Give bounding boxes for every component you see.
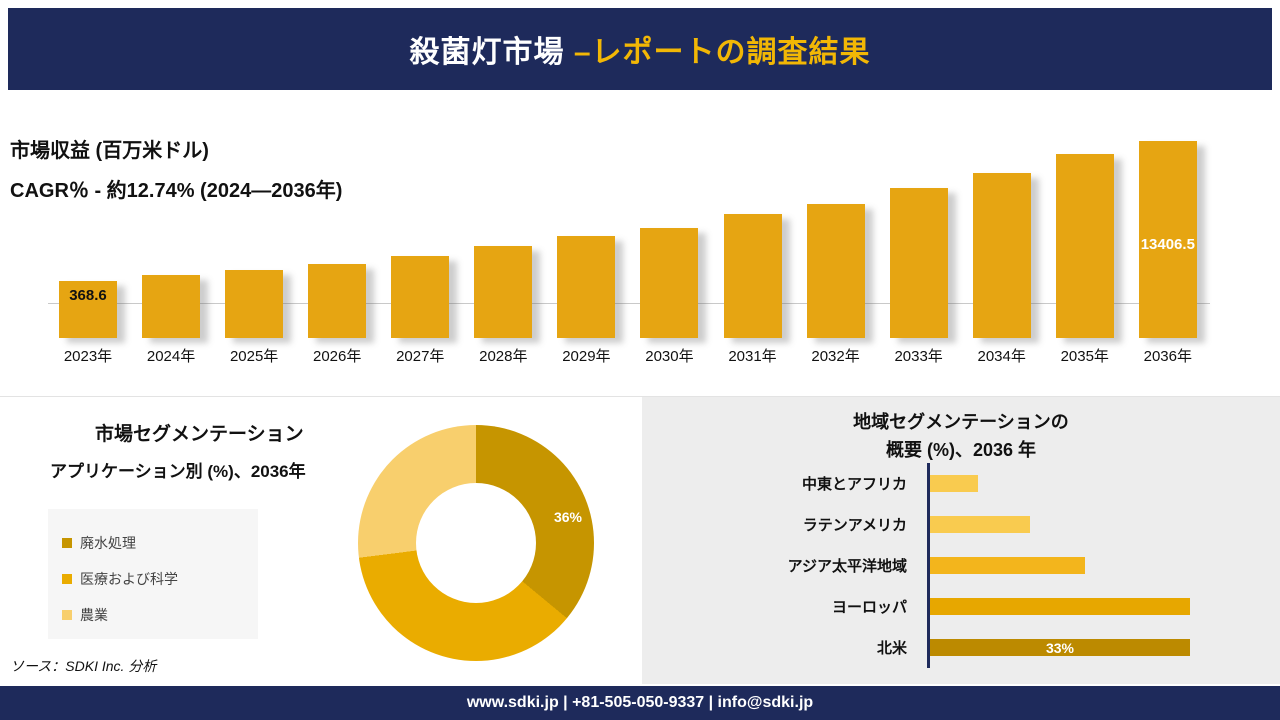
region-row: ヨーロッパ — [642, 586, 1280, 627]
legend-label: 廃水処理 — [80, 535, 136, 551]
cagr-text: CAGR％ - 約12.74% (2024―2036年) — [10, 180, 343, 202]
revenue-bar — [142, 275, 201, 338]
revenue-bar-item: 2027年 — [390, 256, 450, 365]
x-axis-tick-label: 2025年 — [229, 348, 279, 365]
region-tick-label: 北米 — [876, 640, 907, 657]
region-bar — [930, 598, 1190, 615]
revenue-bar-item: 13406.5 2036年 — [1138, 141, 1198, 365]
revenue-bar-item: 2030年 — [639, 228, 699, 365]
legend-swatch — [62, 574, 72, 584]
segmentation-panel: 市場セグメンテーション アプリケーション別 (%)、2036年 廃水処理医療およ… — [0, 397, 640, 684]
region-bar — [930, 557, 1085, 574]
legend-item: 廃水処理 — [62, 533, 244, 553]
revenue-bar-item: 2033年 — [889, 188, 949, 365]
legend-swatch — [62, 610, 72, 620]
revenue-bar — [806, 204, 865, 338]
x-axis-tick-label: 2026年 — [313, 348, 362, 365]
revenue-bar — [1055, 154, 1114, 338]
region-bar — [930, 475, 978, 492]
segmentation-title: 市場セグメンテーション — [95, 424, 304, 445]
legend-label: 医療および科学 — [80, 571, 178, 587]
region-bar-data-label: 33% — [1045, 639, 1075, 656]
x-axis-line — [48, 303, 1210, 304]
region-bar-chart: 中東とアフリカ ラテンアメリカアジア太平洋地域ヨーロッパ北米 33% — [642, 463, 1280, 668]
source-note: ソース：SDKI Inc. 分析 — [10, 658, 157, 674]
region-row: 中東とアフリカ — [642, 463, 1280, 504]
revenue-bar-item: 2031年 — [723, 214, 783, 365]
region-bar-area — [927, 545, 1280, 586]
legend-item: 農業 — [62, 605, 244, 625]
revenue-bar-item: 2028年 — [473, 246, 533, 365]
x-axis-tick-label: 2028年 — [479, 348, 528, 365]
revenue-bar — [308, 264, 367, 338]
revenue-bar-item: 2025年 — [224, 270, 284, 365]
revenue-bar-item: 2035年 — [1055, 154, 1115, 365]
bar-data-label-first: 368.6 — [69, 287, 107, 304]
x-axis-tick-label: 2029年 — [562, 348, 611, 365]
page-title-main: 殺菌灯市場 — [409, 36, 574, 69]
bar-data-label-last: 13406.5 — [1140, 236, 1195, 253]
x-axis-tick-label: 2030年 — [645, 348, 694, 365]
revenue-bar — [557, 236, 616, 338]
region-tick-label: 中東とアフリカ — [801, 476, 907, 493]
legend-swatch — [62, 538, 72, 548]
header-banner: 殺菌灯市場 –レポートの調査結果 — [8, 8, 1272, 90]
region-title-line2: 概要 (%)、2036 年 — [885, 439, 1037, 460]
x-axis-tick-label: 2023年 — [63, 348, 113, 365]
region-row: ラテンアメリカ — [642, 504, 1280, 545]
region-bar — [930, 516, 1030, 533]
revenue-axis-title: 市場収益 (百万米ドル) — [10, 140, 209, 162]
donut-legend: 廃水処理医療および科学 農業 — [48, 509, 258, 639]
revenue-bar-item: 2029年 — [556, 236, 616, 365]
region-bar-area — [927, 504, 1280, 545]
region-panel: 地域セグメンテーションの 概要 (%)、2036 年 中東とアフリカ ラテンアメリ… — [640, 397, 1280, 684]
region-bar-area — [927, 463, 1280, 504]
revenue-bar-item: 2024年 — [141, 275, 201, 365]
revenue-bar — [391, 256, 450, 338]
revenue-bar-item: 2032年 — [806, 204, 866, 365]
donut-chart: 36% — [358, 425, 594, 661]
donut-segment-label: 36% — [553, 509, 582, 525]
region-chart-title: 地域セグメンテーションの 概要 (%)、2036 年 — [642, 409, 1280, 465]
region-bar-area: 33% — [927, 627, 1280, 668]
revenue-bar — [640, 228, 699, 338]
page-title-accent: –レポートの調査結果 — [573, 36, 871, 69]
region-tick-label: アジア太平洋地域 — [787, 558, 907, 575]
revenue-bar-item: 2034年 — [972, 173, 1032, 365]
revenue-bar — [972, 173, 1031, 338]
x-axis-tick-label: 2035年 — [1060, 348, 1109, 365]
revenue-bar: 368.6 — [59, 281, 117, 338]
revenue-bar — [225, 270, 284, 338]
revenue-bar-chart: 368.6 2023年 2024年 2025年 2026年 2027年 2028年 2029年… — [58, 100, 1198, 365]
revenue-bar — [889, 188, 948, 338]
revenue-bar — [723, 214, 782, 338]
revenue-bar-item: 2026年 — [307, 264, 367, 365]
segmentation-subtitle: アプリケーション別 (%)、2036年 — [50, 462, 306, 481]
x-axis-tick-label: 2024年 — [146, 348, 196, 365]
revenue-bar: 13406.5 — [1138, 141, 1197, 338]
donut-hole — [416, 483, 536, 603]
region-title-line1: 地域セグメンテーションの — [853, 412, 1069, 432]
region-tick-label: ヨーロッパ — [831, 599, 907, 616]
page-title: 殺菌灯市場 –レポートの調査結果 — [409, 27, 870, 71]
x-axis-tick-label: 2032年 — [811, 348, 860, 365]
revenue-bar — [474, 246, 533, 338]
region-bar: 33% — [930, 639, 1190, 656]
bottom-section: 市場セグメンテーション アプリケーション別 (%)、2036年 廃水処理医療およ… — [0, 396, 1280, 684]
region-tick-label: ラテンアメリカ — [802, 517, 907, 534]
legend-item: 医療および科学 — [62, 569, 244, 589]
footer-contact-text: www.sdki.jp | +81-505-050-9337 | info@sd… — [466, 694, 814, 711]
region-row: 北米 33% — [642, 627, 1280, 668]
revenue-section: 市場収益 (百万米ドル) CAGR％ - 約12.74% (2024―2036年… — [0, 90, 1280, 396]
region-bar-area — [927, 586, 1280, 627]
x-axis-tick-label: 2033年 — [894, 348, 943, 365]
legend-label: 農業 — [80, 607, 108, 623]
footer-bar: www.sdki.jp | +81-505-050-9337 | info@sd… — [0, 686, 1280, 720]
x-axis-tick-label: 2036年 — [1143, 348, 1192, 365]
x-axis-tick-label: 2034年 — [977, 348, 1026, 365]
region-row: アジア太平洋地域 — [642, 545, 1280, 586]
x-axis-tick-label: 2031年 — [728, 348, 777, 365]
revenue-bar-item: 368.6 2023年 — [58, 281, 118, 365]
x-axis-tick-label: 2027年 — [396, 348, 445, 365]
